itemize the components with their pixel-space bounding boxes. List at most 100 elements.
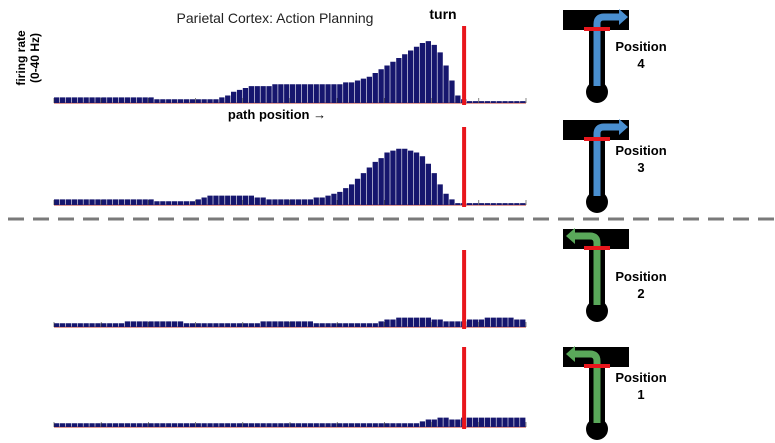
histogram-bar: [520, 203, 525, 205]
histogram-bar: [172, 99, 177, 103]
maze-diagram-position-1: [563, 346, 629, 440]
histogram-bar: [54, 323, 59, 327]
histogram-bar: [54, 199, 59, 205]
histogram-bar: [396, 318, 401, 327]
histogram-bar: [160, 321, 165, 327]
histogram-bar: [261, 423, 266, 427]
histogram-bar: [84, 199, 89, 205]
maze-diagram-position-4: [563, 9, 629, 103]
histogram-bar: [331, 423, 336, 427]
histogram-bar: [225, 323, 230, 327]
histogram-bar: [290, 199, 295, 205]
histogram-bar: [219, 97, 224, 103]
histogram-bar: [272, 84, 277, 103]
histogram-bar: [485, 203, 490, 205]
turn-marker: [462, 26, 466, 105]
histogram-bar: [420, 421, 425, 427]
histogram-bar: [443, 194, 448, 205]
histogram-bar: [148, 423, 153, 427]
panel-position-2: [54, 250, 526, 329]
histogram-bar: [325, 423, 330, 427]
position-4-number: 4: [637, 56, 645, 71]
histogram-bar: [414, 153, 419, 206]
histogram-bar: [213, 423, 218, 427]
histogram-bar: [266, 321, 271, 327]
histogram-bar: [202, 323, 207, 327]
histogram-bar: [432, 45, 437, 103]
histogram-bar: [432, 420, 437, 428]
histogram-bar: [455, 96, 460, 104]
histogram-bar: [160, 99, 165, 103]
histogram-bar: [502, 101, 507, 103]
histogram-bar: [308, 321, 313, 327]
histogram-bar: [160, 201, 165, 205]
histogram-bar: [449, 81, 454, 104]
histogram-bar: [343, 423, 348, 427]
histogram-bar: [514, 320, 519, 328]
histogram-bar: [455, 420, 460, 428]
histogram-bar: [148, 321, 153, 327]
choice-point-marker: [584, 137, 610, 141]
histogram-bar: [414, 47, 419, 103]
position-4-label: Position: [615, 39, 666, 54]
turn-marker: [462, 250, 466, 329]
histogram-bar: [520, 418, 525, 427]
histogram-bar: [467, 418, 472, 427]
histogram-bar: [508, 418, 513, 427]
histogram-bar: [272, 321, 277, 327]
histogram-bar: [278, 321, 283, 327]
histogram-bar: [396, 58, 401, 103]
histogram-bar: [320, 323, 325, 327]
histogram-bar: [302, 321, 307, 327]
histogram-bar: [231, 92, 236, 103]
histogram-bar: [249, 423, 254, 427]
histogram-bar: [331, 323, 336, 327]
histogram-bar: [408, 423, 413, 427]
histogram-bar: [190, 323, 195, 327]
histogram-bar: [296, 321, 301, 327]
histogram-bar: [172, 201, 177, 205]
histogram-bar: [190, 423, 195, 427]
maze-diagram-position-3: [563, 119, 629, 213]
histogram-bar: [89, 199, 94, 205]
histogram-bar: [95, 97, 100, 103]
histogram-bar: [72, 323, 77, 327]
histogram-bar: [255, 198, 260, 206]
histogram-bar: [467, 101, 472, 103]
histogram-bar: [408, 151, 413, 205]
histogram-bar: [473, 203, 478, 205]
position-2-label: Position: [615, 269, 666, 284]
histogram-bar: [296, 199, 301, 205]
choice-point-marker: [584, 27, 610, 31]
histogram-bar: [190, 99, 195, 103]
histogram-bar: [443, 321, 448, 327]
histogram-bar: [497, 418, 502, 427]
histogram-bar: [308, 423, 313, 427]
histogram-bar: [231, 196, 236, 205]
histogram-bar: [467, 320, 472, 328]
histogram-bar: [449, 321, 454, 327]
histogram-bar: [414, 318, 419, 327]
histogram-bar: [143, 97, 148, 103]
histogram-bar: [379, 158, 384, 205]
histogram-bar: [184, 423, 189, 427]
histogram-bar: [166, 99, 171, 103]
histogram-bar: [95, 323, 100, 327]
histogram-bar: [54, 423, 59, 427]
histogram-bar: [284, 84, 289, 103]
histogram-bar: [396, 423, 401, 427]
panel-position-1: [54, 347, 526, 429]
histogram-bar: [143, 199, 148, 205]
histogram-bar: [78, 97, 83, 103]
histogram-bar: [66, 423, 71, 427]
histogram-bar: [131, 199, 136, 205]
histogram-bar: [119, 199, 124, 205]
histogram-bar: [202, 99, 207, 103]
histogram-bar: [148, 199, 153, 205]
histogram-bar: [225, 96, 230, 104]
histogram-bar: [497, 203, 502, 205]
histogram-bar: [107, 323, 112, 327]
histogram-bar: [396, 149, 401, 205]
histogram-bar: [249, 196, 254, 205]
histogram-bar: [225, 423, 230, 427]
